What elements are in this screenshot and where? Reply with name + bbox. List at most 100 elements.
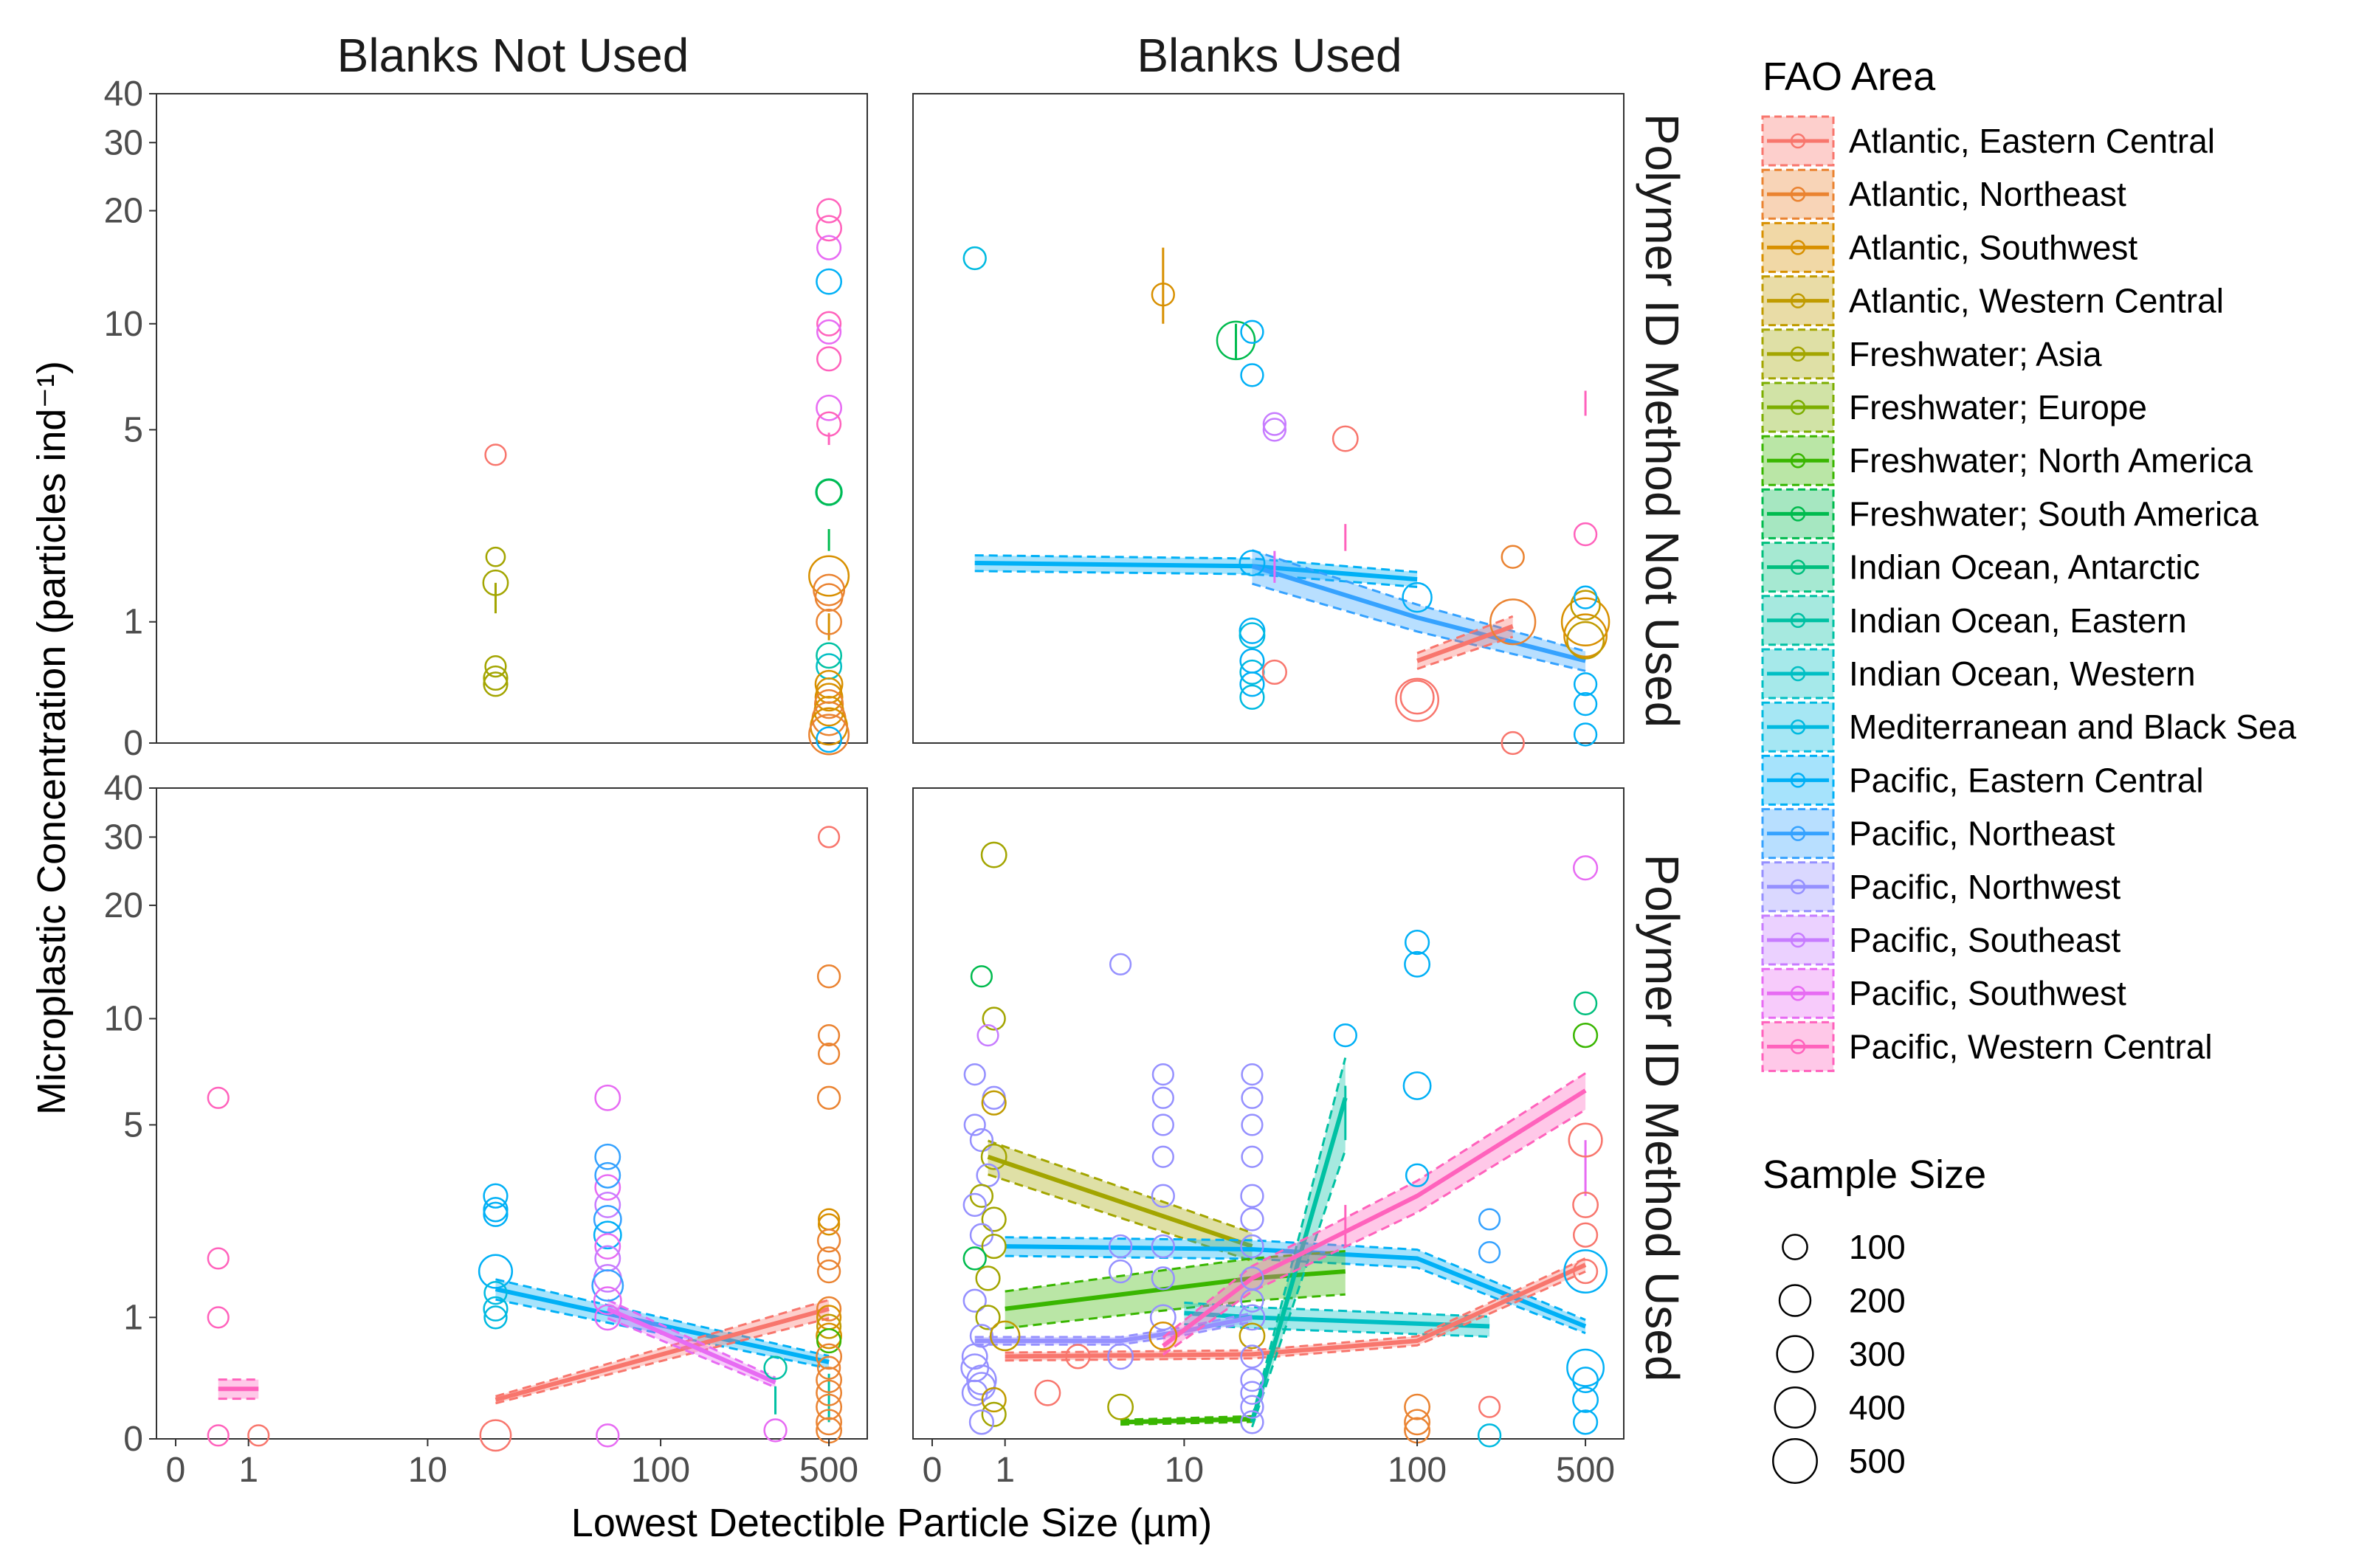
data-point — [1107, 1393, 1134, 1420]
data-point — [1405, 1163, 1430, 1187]
legend-series-label: Pacific, Southwest — [1849, 974, 2126, 1012]
color-legend: FAO Area Atlantic, Eastern CentralAtlant… — [1761, 55, 2296, 1072]
data-point — [961, 1379, 988, 1406]
data-point — [814, 583, 844, 612]
data-point — [817, 1024, 841, 1047]
data-point — [1566, 621, 1605, 660]
legend-series-label: Indian Ocean, Western — [1849, 655, 2196, 693]
fit-line — [495, 1306, 830, 1402]
data-point — [976, 1024, 999, 1047]
legend-key-point — [1790, 240, 1806, 255]
legend-key-point — [1790, 1039, 1806, 1054]
data-point — [763, 1355, 788, 1380]
size-legend-title: Sample Size — [1763, 1153, 1986, 1197]
legend-series-label: Pacific, Northeast — [1849, 815, 2115, 853]
size-legend-label: 400 — [1849, 1389, 1906, 1427]
data-point — [1501, 545, 1525, 569]
data-point — [1572, 1386, 1599, 1413]
y-tick-label: 10 — [104, 999, 143, 1038]
data-point — [591, 1269, 624, 1302]
data-point — [1107, 1343, 1134, 1370]
size-legend-keys: 100 200 300 400 500 — [1772, 1228, 1906, 1484]
data-point — [1151, 1086, 1174, 1109]
data-point — [1109, 953, 1132, 975]
data-point — [483, 1305, 508, 1330]
data-point — [594, 1161, 621, 1189]
legend-key-point — [1790, 985, 1806, 1001]
ribbon-lower-bound — [607, 1317, 776, 1389]
y-tick-label: 1 — [123, 603, 143, 642]
legend-key-point — [1790, 932, 1806, 948]
size-legend-circle — [1782, 1234, 1808, 1260]
data-point — [1573, 855, 1599, 881]
data-point — [1570, 590, 1601, 621]
panel-border — [912, 93, 1625, 744]
legend-key-point — [1790, 346, 1806, 362]
color-legend-keys: Atlantic, Eastern Central Atlantic, North… — [1761, 115, 2296, 1072]
data-point — [207, 1086, 230, 1109]
data-point — [816, 642, 843, 669]
x-tick-label: 500 — [799, 1451, 858, 1490]
size-legend: Sample Size 100 200 300 400 500 — [1763, 1153, 1986, 1484]
data-point — [1573, 722, 1598, 747]
data-point — [962, 1192, 987, 1218]
x-tick-label: 0 — [166, 1451, 186, 1490]
data-point — [969, 1184, 994, 1208]
data-point — [961, 1343, 988, 1370]
data-point — [1563, 613, 1608, 658]
data-point — [1241, 1086, 1264, 1109]
data-point — [1560, 597, 1610, 646]
legend-series-label: Atlantic, Western Central — [1849, 282, 2224, 320]
data-point — [1151, 1234, 1175, 1259]
data-point — [207, 1247, 230, 1270]
data-point — [816, 1367, 843, 1394]
data-point — [981, 1233, 1007, 1260]
data-point — [966, 1364, 997, 1395]
data-point — [594, 1191, 621, 1218]
y-tick-label: 0 — [123, 1420, 143, 1459]
data-point — [1563, 1249, 1608, 1294]
data-point — [593, 1286, 622, 1316]
legend-key-point — [1790, 879, 1806, 895]
data-point — [593, 1220, 622, 1250]
data-point — [1151, 283, 1175, 307]
data-point — [484, 655, 507, 678]
data-point — [816, 1085, 841, 1110]
ribbon-upper-bound — [1120, 1415, 1253, 1421]
data-point — [485, 546, 506, 567]
legend-key-point — [1790, 719, 1806, 735]
data-point — [1240, 1184, 1264, 1208]
data-point — [1261, 659, 1287, 685]
data-point — [1240, 1381, 1264, 1405]
data-point — [483, 1281, 508, 1305]
data-point — [1399, 680, 1435, 715]
data-point — [1239, 659, 1265, 685]
data-point — [1573, 672, 1598, 697]
legend-key-point — [1790, 666, 1806, 682]
data-point — [1240, 1234, 1264, 1259]
data-point — [1566, 1348, 1605, 1387]
data-point — [969, 1127, 994, 1153]
confidence-ribbon — [1005, 1237, 1586, 1333]
data-point — [1572, 1367, 1599, 1394]
data-point — [1331, 425, 1359, 452]
data-point — [483, 1183, 509, 1209]
fit-line — [1120, 1417, 1253, 1425]
data-point — [816, 1327, 842, 1354]
legend-series-label: Indian Ocean, Eastern — [1849, 601, 2187, 640]
y-tick-label: 30 — [104, 818, 143, 857]
data-point — [1395, 677, 1439, 722]
data-point — [1239, 684, 1265, 710]
fit-line — [974, 1315, 1253, 1344]
panel-border — [156, 93, 868, 744]
data-point — [484, 443, 507, 466]
data-point — [808, 555, 850, 597]
y-tick-label: 20 — [104, 192, 143, 231]
x-axis-ticks: 0 1 10 100 500 0 1 10 100 500 — [166, 1439, 1615, 1490]
data-point — [962, 1246, 987, 1271]
legend-series-label: Pacific, Northwest — [1849, 868, 2121, 906]
x-tick-label: 500 — [1556, 1451, 1615, 1490]
x-tick-label: 10 — [408, 1451, 447, 1490]
y-tick-label: 40 — [104, 769, 143, 808]
